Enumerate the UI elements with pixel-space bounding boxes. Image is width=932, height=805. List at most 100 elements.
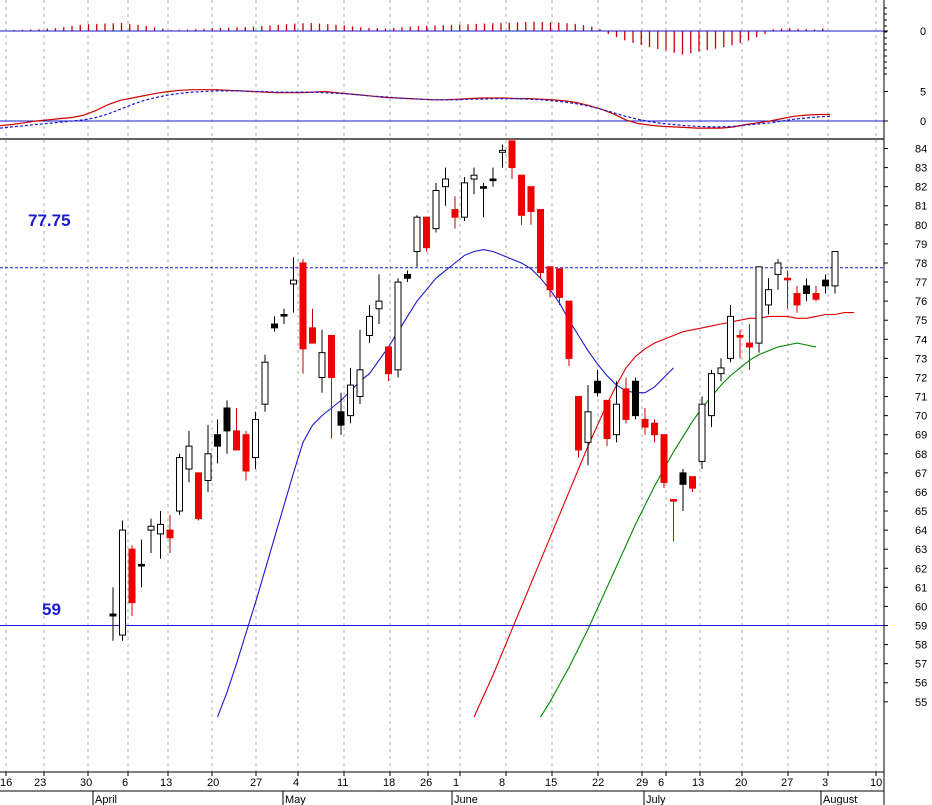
candle-body-49 [575, 396, 582, 451]
candle-body-74 [812, 293, 820, 300]
candle-body-35 [442, 178, 449, 188]
candle-body-7 [176, 457, 183, 512]
candle-body-50 [584, 411, 592, 443]
candle-body-39 [480, 186, 487, 189]
x-axis-label-1: 23 [34, 777, 46, 789]
candle-body-20 [299, 262, 307, 350]
histogram-panel [0, 21, 884, 55]
candle-body-40 [489, 178, 497, 182]
candle-body-57 [651, 422, 658, 436]
price-axis-label-18: 66 [915, 487, 927, 499]
candle-body-13 [233, 430, 240, 451]
price-axis-label-2: 82 [915, 182, 927, 194]
candle-body-46 [546, 266, 554, 291]
price-axis-label-9: 75 [915, 315, 927, 327]
moving-average-line-2 [540, 342, 817, 718]
candle-body-25 [347, 384, 354, 417]
candle-body-58 [660, 434, 668, 483]
level-label-1: 59 [42, 600, 61, 619]
candle-body-10 [204, 453, 212, 481]
candle-body-63 [708, 373, 715, 417]
candle-body-45 [537, 209, 544, 274]
x-axis-label-8: 11 [337, 777, 348, 789]
price-axis-label-11: 73 [915, 353, 927, 365]
candle-body-71 [784, 277, 791, 281]
candle-body-64 [717, 367, 725, 375]
candle-body-42 [508, 140, 516, 169]
x-axis-label-16: 6 [658, 777, 664, 789]
candle-body-72 [793, 293, 801, 306]
price-axis-label-24: 60 [915, 601, 927, 613]
x-axis-label-17: 13 [692, 777, 704, 789]
candle-body-43 [518, 174, 525, 216]
candle-body-4 [147, 525, 155, 531]
x-axis-label-0: 16 [0, 777, 12, 789]
candle-body-75 [822, 279, 829, 287]
x-axis-label-15: 29 [636, 777, 648, 789]
candle-body-18 [280, 313, 288, 317]
osc-axis-label-0: 5 [920, 87, 926, 99]
x-axis-label-13: 15 [545, 777, 557, 789]
x-axis-label-19: 27 [781, 777, 793, 789]
x-axis-label-14: 22 [592, 777, 604, 789]
month-label-2: June [454, 794, 478, 805]
price-axis-label-12: 72 [915, 372, 927, 384]
price-axis-label-5: 79 [915, 239, 927, 251]
x-axis-label-3: 6 [122, 777, 128, 789]
candle-body-24 [337, 411, 345, 426]
price-axis-label-27: 57 [915, 659, 927, 671]
candle-body-0 [109, 613, 117, 617]
candle-body-21 [309, 327, 316, 344]
candle-body-22 [318, 352, 326, 378]
price-axis-label-23: 61 [915, 582, 927, 594]
price-axis-label-17: 67 [915, 468, 927, 480]
candle-body-33 [423, 216, 430, 249]
candle-body-70 [774, 262, 782, 275]
x-axis-label-10: 26 [420, 777, 432, 789]
x-axis-label-4: 13 [160, 777, 172, 789]
candle-body-54 [622, 388, 630, 420]
candle-body-62 [698, 403, 706, 462]
price-axis-label-4: 80 [915, 220, 927, 232]
candle-body-16 [261, 361, 269, 405]
candle-body-65 [727, 315, 734, 359]
level-label-0: 77.75 [28, 211, 71, 230]
price-axis-label-21: 63 [915, 544, 927, 556]
candle-body-6 [166, 529, 174, 539]
moving-average-line-1 [473, 312, 854, 718]
candle-body-9 [195, 472, 202, 520]
x-axis-label-6: 27 [250, 777, 262, 789]
candle-body-5 [157, 523, 164, 535]
price-axis-label-1: 83 [915, 163, 927, 175]
candle-body-29 [385, 346, 392, 375]
oscillator-line-1 [0, 90, 831, 129]
price-axis-label-14: 70 [915, 411, 927, 423]
price-axis-label-8: 76 [915, 296, 927, 308]
candle-body-14 [242, 434, 250, 472]
candle-body-53 [613, 403, 620, 436]
candle-body-73 [803, 285, 810, 295]
candle-body-44 [527, 186, 535, 212]
candle-body-36 [451, 209, 459, 218]
candle-body-61 [689, 476, 696, 489]
x-axis-label-12: 8 [499, 777, 505, 789]
price-axis-label-13: 71 [915, 392, 927, 404]
price-axis-label-7: 77 [915, 277, 927, 289]
x-axis-label-18: 20 [735, 777, 747, 789]
x-axis-label-2: 30 [80, 777, 92, 789]
month-label-4: August [823, 794, 857, 805]
candle-body-52 [603, 399, 611, 440]
price-axis-label-3: 81 [915, 201, 927, 213]
price-axis-label-10: 74 [915, 334, 927, 346]
candle-body-30 [394, 281, 402, 371]
candle-body-51 [594, 380, 601, 394]
candle-body-15 [252, 418, 259, 459]
moving-average-line-0 [216, 249, 674, 718]
candle-body-76 [831, 251, 839, 287]
candle-body-56 [641, 418, 649, 428]
candle-body-47 [556, 268, 563, 298]
price-axis-label-6: 78 [915, 258, 927, 270]
x-axis-label-21: 10 [870, 777, 882, 789]
